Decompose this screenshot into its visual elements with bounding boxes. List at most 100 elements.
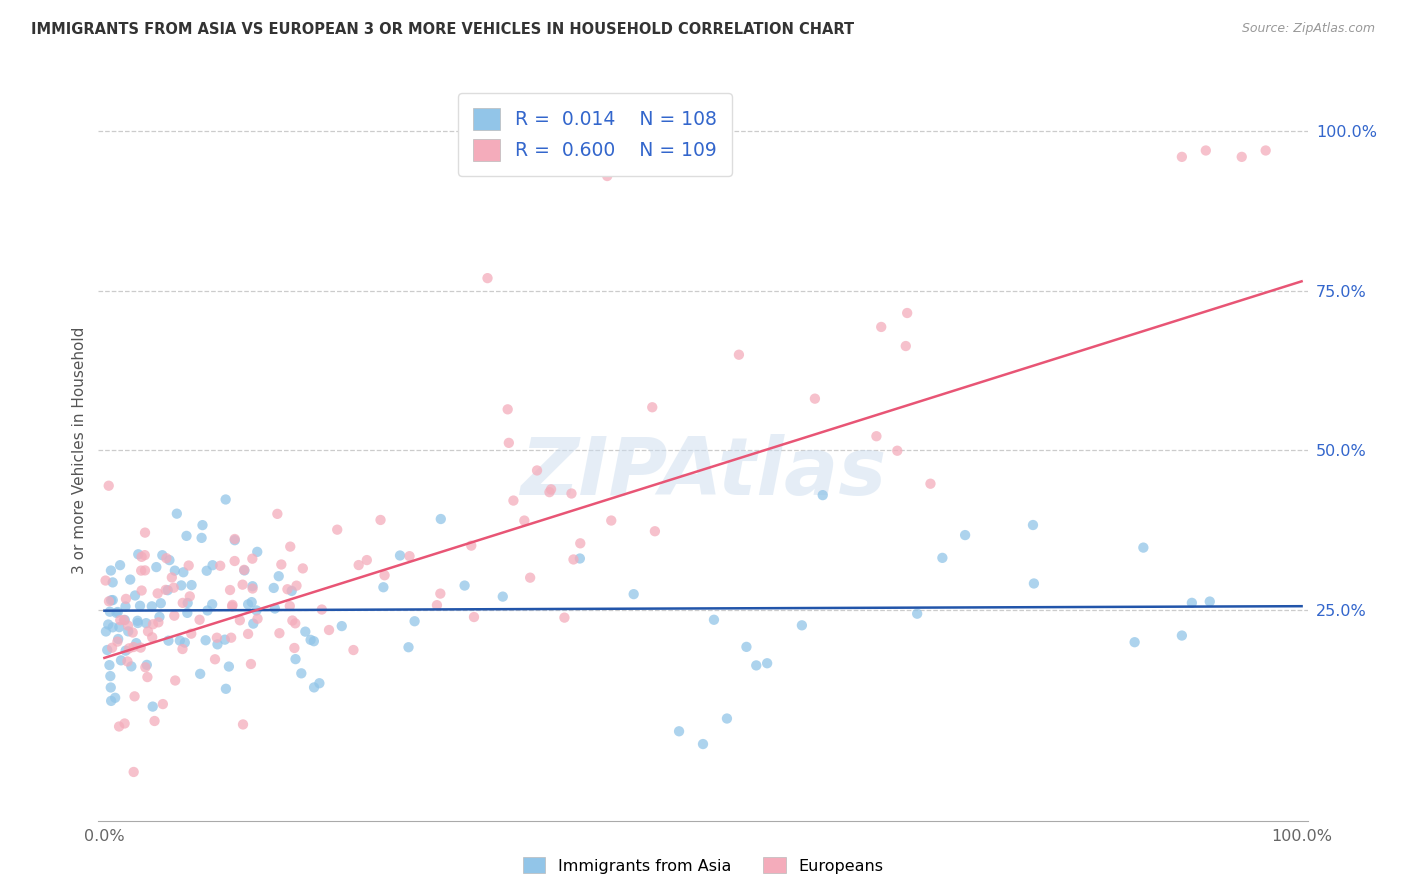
Legend: Immigrants from Asia, Europeans: Immigrants from Asia, Europeans — [516, 851, 890, 880]
Point — [97, 617, 120, 632]
Point — [170, 578, 193, 592]
Point — [131, 583, 153, 598]
Point — [453, 578, 475, 592]
Point — [165, 673, 187, 688]
Point — [242, 616, 264, 631]
Point — [118, 641, 141, 656]
Point — [373, 580, 395, 594]
Point — [98, 669, 121, 683]
Point — [1230, 150, 1253, 164]
Point — [284, 616, 307, 631]
Point — [163, 581, 186, 595]
Point — [302, 634, 325, 648]
Point — [173, 635, 195, 649]
Point — [172, 566, 194, 580]
Point — [1123, 635, 1146, 649]
Point — [155, 582, 177, 597]
Point — [117, 624, 139, 639]
Point — [290, 666, 312, 681]
Point — [278, 540, 301, 554]
Point — [120, 573, 142, 587]
Point — [150, 548, 173, 562]
Point — [176, 596, 198, 610]
Point — [745, 658, 768, 673]
Text: IMMIGRANTS FROM ASIA VS EUROPEAN 3 OR MORE VEHICLES IN HOUSEHOLD CORRELATION CHA: IMMIGRANTS FROM ASIA VS EUROPEAN 3 OR MO… — [31, 22, 853, 37]
Point — [122, 640, 145, 654]
Point — [756, 657, 779, 671]
Point — [283, 640, 305, 655]
Point — [644, 524, 666, 539]
Point — [100, 593, 122, 607]
Point — [267, 569, 290, 583]
Point — [100, 564, 122, 578]
Point — [149, 596, 172, 610]
Point — [374, 568, 396, 582]
Point — [463, 610, 485, 624]
Point — [207, 637, 229, 651]
Point — [129, 640, 152, 655]
Point — [703, 613, 725, 627]
Point — [513, 514, 536, 528]
Point — [114, 716, 136, 731]
Point — [232, 577, 254, 591]
Point — [172, 596, 194, 610]
Point — [276, 582, 298, 597]
Point — [112, 613, 135, 627]
Point — [239, 657, 262, 671]
Point — [356, 553, 378, 567]
Point — [101, 640, 124, 655]
Point — [281, 614, 304, 628]
Point — [790, 618, 813, 632]
Point — [236, 598, 259, 612]
Point — [311, 602, 333, 616]
Point — [229, 613, 252, 627]
Point — [179, 590, 201, 604]
Legend: R =  0.014    N = 108, R =  0.600    N = 109: R = 0.014 N = 108, R = 0.600 N = 109 — [458, 94, 731, 176]
Point — [115, 591, 138, 606]
Point — [896, 306, 918, 320]
Point — [172, 642, 194, 657]
Point — [96, 643, 118, 657]
Point — [176, 606, 198, 620]
Point — [163, 608, 186, 623]
Point — [197, 603, 219, 617]
Point — [285, 579, 308, 593]
Text: ZIPAtlas: ZIPAtlas — [520, 434, 886, 512]
Point — [905, 607, 928, 621]
Point — [1171, 629, 1194, 643]
Point — [224, 554, 246, 568]
Point — [1195, 144, 1218, 158]
Point — [218, 659, 240, 673]
Point — [108, 558, 131, 573]
Point — [278, 599, 301, 613]
Point — [870, 320, 893, 334]
Point — [284, 652, 307, 666]
Point — [129, 564, 152, 578]
Point — [101, 620, 124, 634]
Point — [169, 633, 191, 648]
Point — [145, 560, 167, 574]
Point — [1171, 150, 1194, 164]
Point — [245, 603, 267, 617]
Point — [716, 712, 738, 726]
Point — [294, 624, 316, 639]
Point — [623, 587, 645, 601]
Point — [641, 401, 664, 415]
Point — [176, 529, 198, 543]
Point — [194, 633, 217, 648]
Point — [246, 612, 269, 626]
Point — [370, 513, 392, 527]
Point — [291, 561, 314, 575]
Point — [188, 666, 211, 681]
Point — [177, 558, 200, 573]
Point — [152, 697, 174, 711]
Point — [98, 594, 121, 608]
Point — [735, 640, 758, 654]
Point — [125, 636, 148, 650]
Point — [120, 659, 142, 673]
Point — [114, 643, 136, 657]
Point — [101, 593, 124, 607]
Point — [1132, 541, 1154, 555]
Point — [398, 549, 420, 564]
Point — [108, 719, 131, 733]
